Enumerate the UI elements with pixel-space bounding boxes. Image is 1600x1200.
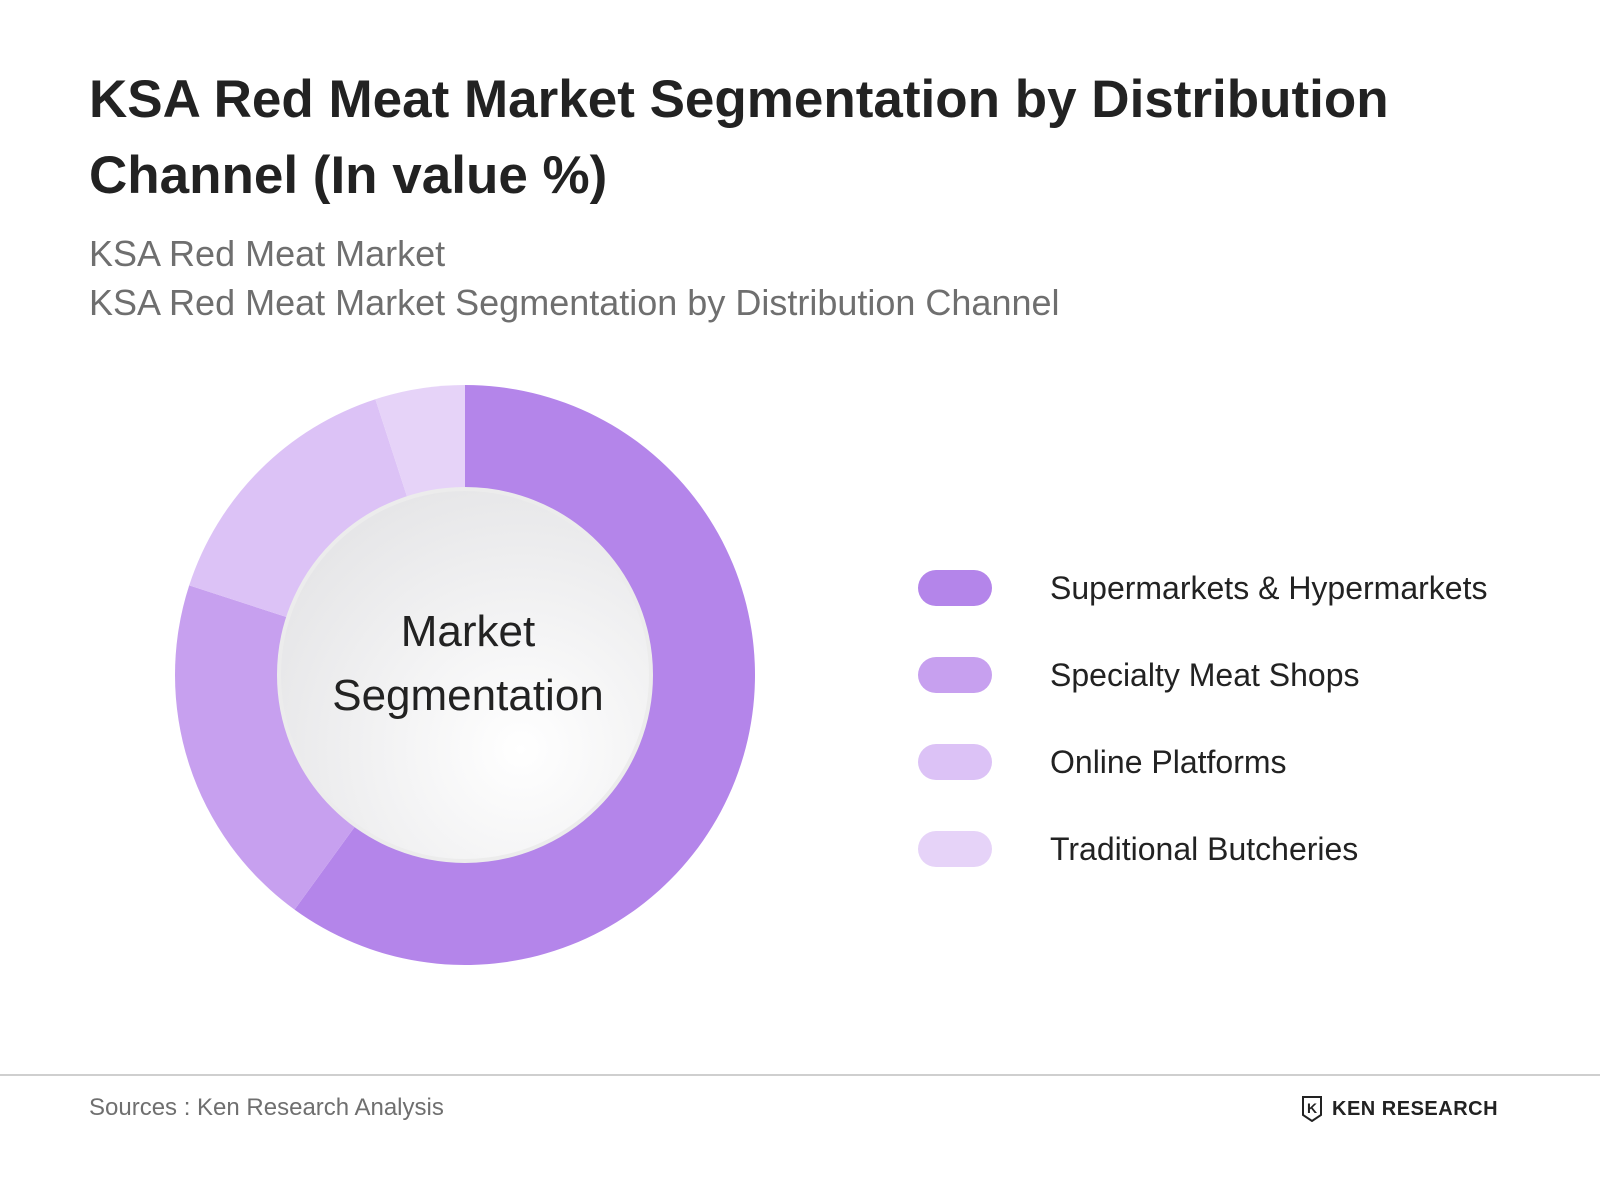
chart-title: KSA Red Meat Market Segmentation by Dist…	[89, 70, 1389, 205]
legend-swatch	[918, 831, 992, 867]
chart-subtitle-segmentation: KSA Red Meat Market Segmentation by Dist…	[89, 282, 1060, 323]
footer-divider	[0, 1074, 1600, 1076]
legend-item-traditional-butcheries: Traditional Butcheries	[918, 821, 1578, 908]
chart-subtitle-market: KSA Red Meat Market	[89, 233, 446, 274]
svg-text:K: K	[1307, 1100, 1317, 1116]
legend-item-online-platforms: Online Platforms	[918, 734, 1578, 821]
legend-item-specialty-meat-shops: Specialty Meat Shops	[918, 647, 1578, 734]
legend-label: Traditional Butcheries	[1050, 831, 1359, 867]
ken-research-logo-icon: K	[1302, 1096, 1322, 1122]
legend-swatch	[918, 657, 992, 693]
ken-research-logo-text: KEN RESEARCH	[1332, 1098, 1499, 1120]
ken-research-logo: K KEN RESEARCH	[1300, 1094, 1498, 1124]
legend-item-supermarkets: Supermarkets & Hypermarkets	[918, 560, 1578, 647]
sources-note: Sources : Ken Research Analysis	[89, 1094, 444, 1121]
legend-swatch	[918, 744, 992, 780]
donut-chart	[175, 385, 755, 965]
legend-label: Supermarkets & Hypermarkets	[1050, 570, 1488, 606]
legend-label: Online Platforms	[1050, 744, 1287, 780]
donut-center	[277, 487, 653, 863]
legend-label: Specialty Meat Shops	[1050, 657, 1360, 693]
legend: Supermarkets & Hypermarkets Specialty Me…	[918, 560, 1578, 908]
donut-center-label: Market Segmentation	[332, 607, 604, 720]
legend-swatch	[918, 570, 992, 606]
